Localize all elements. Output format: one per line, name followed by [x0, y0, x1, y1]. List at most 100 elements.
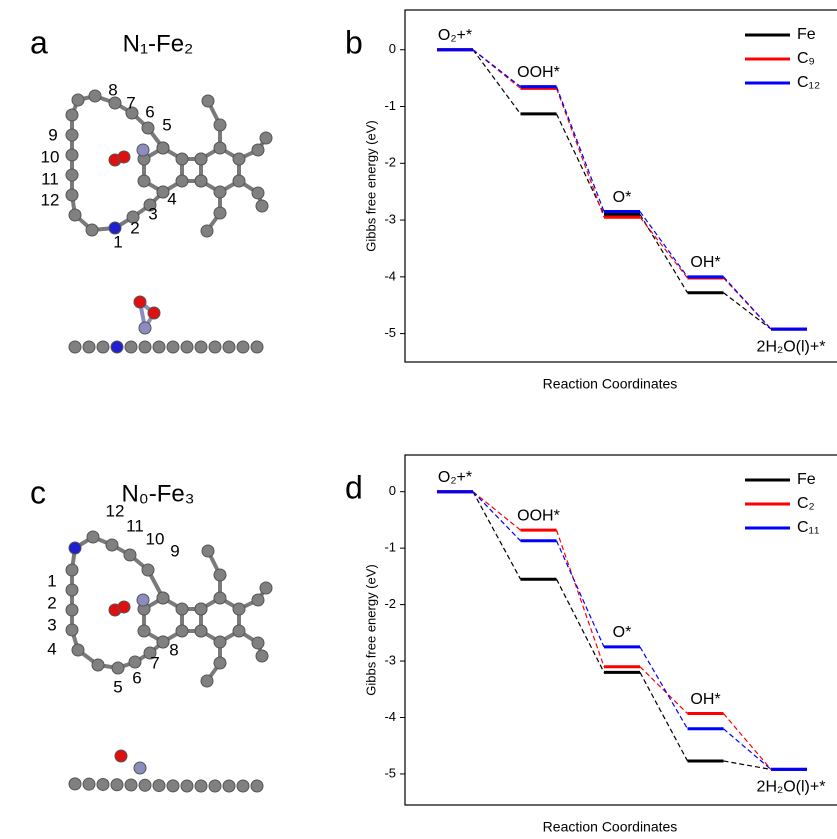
connector	[473, 50, 521, 87]
atom	[153, 341, 165, 353]
atom	[201, 675, 213, 687]
atom	[167, 341, 179, 353]
atom	[118, 601, 130, 613]
atom	[138, 175, 150, 187]
atom	[214, 119, 226, 131]
connector	[724, 714, 772, 770]
atom-number: 2	[47, 593, 56, 612]
atom	[87, 531, 99, 543]
legend-label: Fe	[797, 26, 816, 43]
atom	[256, 200, 268, 212]
y-tick-label: -3	[384, 652, 396, 667]
atom	[252, 187, 264, 199]
atom	[214, 142, 226, 154]
atom	[139, 322, 151, 334]
atom	[195, 175, 207, 187]
atom	[142, 122, 154, 134]
atom	[97, 778, 109, 790]
atom	[157, 592, 169, 604]
atom	[69, 209, 81, 221]
connector	[557, 88, 605, 217]
atom	[83, 341, 95, 353]
atom	[129, 656, 141, 668]
atom	[214, 592, 226, 604]
atom-number: 5	[162, 115, 171, 134]
atom-number: 2	[130, 218, 139, 237]
atom-number: 1	[113, 232, 122, 251]
atom	[256, 650, 268, 662]
atom	[167, 780, 179, 792]
atom	[214, 569, 226, 581]
atom	[86, 224, 98, 236]
atom	[66, 109, 78, 121]
atom-number: 10	[146, 529, 165, 548]
atom-number: 7	[126, 93, 135, 112]
level-label: 2H₂O(l)+*	[757, 338, 826, 355]
y-tick-label: -4	[384, 709, 396, 724]
panel-letter: d	[345, 469, 363, 505]
atom-number: 11	[41, 169, 59, 188]
atom	[66, 149, 78, 161]
y-tick-label: -1	[384, 98, 396, 113]
atom	[214, 186, 226, 198]
y-tick-label: 0	[389, 41, 396, 56]
atom	[214, 657, 226, 669]
connector	[640, 212, 688, 277]
atom	[202, 95, 214, 107]
atom	[72, 644, 84, 656]
atom	[237, 341, 249, 353]
atom	[137, 594, 149, 606]
atom-number: 1	[47, 571, 56, 590]
y-tick-label: -5	[384, 765, 396, 780]
atom	[83, 778, 95, 790]
y-tick-label: -4	[384, 268, 396, 283]
panel-letter: a	[30, 24, 48, 60]
atom	[233, 603, 245, 615]
connector	[473, 492, 521, 541]
atom-number: 7	[150, 653, 159, 672]
atom	[176, 603, 188, 615]
level-label: O₂+*	[438, 469, 472, 486]
atom	[176, 153, 188, 165]
atom	[195, 341, 207, 353]
atom-number: 9	[48, 125, 57, 144]
atom	[195, 603, 207, 615]
legend-label: Fe	[797, 471, 816, 488]
legend-label: C₁₂	[797, 74, 820, 91]
atom-number: 3	[148, 204, 157, 223]
atom-number: 4	[47, 639, 56, 658]
atom	[181, 780, 193, 792]
atom-number: 12	[41, 190, 60, 209]
plot-frame	[405, 10, 837, 362]
atom-number: 6	[132, 668, 141, 687]
connector	[724, 293, 772, 329]
atom	[124, 549, 136, 561]
figure: a N₁-Fe₂ c N₀-Fe₃ 1234567891011121234567…	[0, 0, 837, 834]
atom	[134, 296, 146, 308]
atom	[118, 151, 130, 163]
atom	[201, 225, 213, 237]
atom	[66, 624, 78, 636]
y-tick-label: -1	[384, 540, 396, 555]
level-label: OOH*	[517, 507, 560, 524]
atom	[139, 779, 151, 791]
atom-number: 12	[106, 501, 125, 520]
atom	[260, 582, 272, 594]
atom	[89, 90, 101, 102]
level-label: O*	[613, 189, 632, 206]
y-tick-label: -5	[384, 325, 396, 340]
atom	[69, 778, 81, 790]
atom-number: 3	[47, 615, 56, 634]
connector	[724, 729, 772, 770]
panel-letter: b	[345, 24, 363, 60]
level-label: O₂+*	[438, 27, 472, 44]
connector	[557, 114, 605, 214]
atom	[115, 750, 127, 762]
level-label: OOH*	[517, 64, 560, 81]
atom	[202, 545, 214, 557]
atom	[252, 144, 264, 156]
atom-number: 5	[113, 677, 122, 696]
atom	[233, 175, 245, 187]
connector	[640, 217, 688, 278]
level-label: OH*	[690, 691, 720, 708]
